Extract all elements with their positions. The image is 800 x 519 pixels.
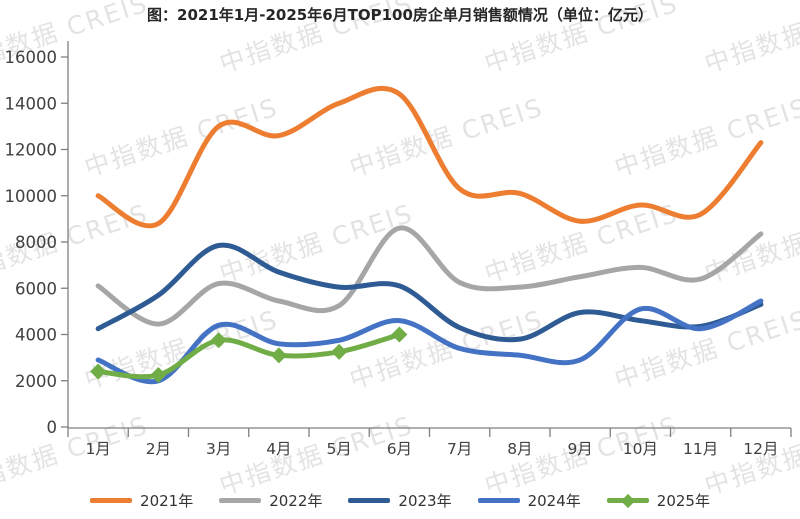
x-tick-label: 1月 bbox=[85, 440, 110, 458]
series-line-2021年 bbox=[95, 86, 764, 229]
data-point-marker-2025年 bbox=[331, 343, 348, 360]
legend-line-swatch bbox=[606, 493, 649, 508]
legend-label: 2022年 bbox=[269, 492, 323, 510]
legend-label: 2021年 bbox=[140, 492, 194, 510]
y-tick-label: 16000 bbox=[5, 48, 58, 67]
legend-label: 2024年 bbox=[527, 492, 581, 510]
legend-item-2024年[interactable]: 2024年 bbox=[477, 490, 581, 511]
x-tick-label: 2月 bbox=[146, 440, 171, 458]
legend-item-2022年[interactable]: 2022年 bbox=[219, 490, 322, 511]
legend-item-2023年[interactable]: 2023年 bbox=[348, 490, 452, 511]
legend-diamond-marker-icon bbox=[620, 493, 635, 508]
data-point-marker-2025年 bbox=[270, 347, 287, 364]
x-tick-label: 9月 bbox=[567, 440, 592, 458]
legend-item-2025年[interactable]: 2025年 bbox=[606, 490, 710, 511]
legend-line-swatch bbox=[90, 498, 133, 503]
y-tick-label: 10000 bbox=[5, 187, 58, 206]
x-tick-label: 6月 bbox=[387, 440, 412, 458]
legend-item-2021年[interactable]: 2021年 bbox=[90, 490, 193, 511]
legend-label: 2023年 bbox=[398, 492, 452, 510]
x-tick-label: 4月 bbox=[266, 440, 291, 458]
series-line-2025年 bbox=[95, 332, 402, 380]
x-tick-label: 10月 bbox=[623, 440, 658, 458]
data-point-marker-2025年 bbox=[150, 366, 167, 383]
x-tick-label: 11月 bbox=[683, 440, 718, 458]
y-tick-label: 2000 bbox=[15, 372, 57, 391]
legend-label: 2025年 bbox=[656, 492, 710, 510]
legend-line-swatch bbox=[219, 498, 262, 503]
y-tick-label: 12000 bbox=[5, 141, 58, 160]
data-point-marker-2025年 bbox=[90, 363, 107, 380]
data-point-marker-2025年 bbox=[391, 326, 408, 343]
x-tick-label: 7月 bbox=[447, 440, 472, 458]
legend-line-swatch bbox=[348, 498, 391, 503]
legend-line-swatch bbox=[477, 498, 520, 503]
y-tick-label: 0 bbox=[47, 418, 58, 437]
y-tick-label: 8000 bbox=[15, 233, 57, 252]
x-tick-label: 5月 bbox=[326, 440, 351, 458]
data-point-marker-2025年 bbox=[210, 332, 227, 349]
y-tick-label: 6000 bbox=[15, 279, 57, 298]
series-line-2022年 bbox=[95, 225, 764, 327]
chart-title: 图：2021年1月-2025年6月TOP100房企单月销售额情况（单位：亿元） bbox=[147, 6, 653, 24]
legend: 2021年 2022年 2023年 2024年 2025年 bbox=[0, 490, 800, 511]
x-tick-label: 8月 bbox=[507, 440, 532, 458]
x-tick-label: 3月 bbox=[206, 440, 231, 458]
series-line-2023年 bbox=[95, 242, 764, 343]
series-line-2024年 bbox=[95, 298, 764, 385]
y-tick-label: 4000 bbox=[15, 326, 57, 345]
x-tick-label: 12月 bbox=[743, 440, 778, 458]
y-tick-label: 14000 bbox=[5, 94, 58, 113]
